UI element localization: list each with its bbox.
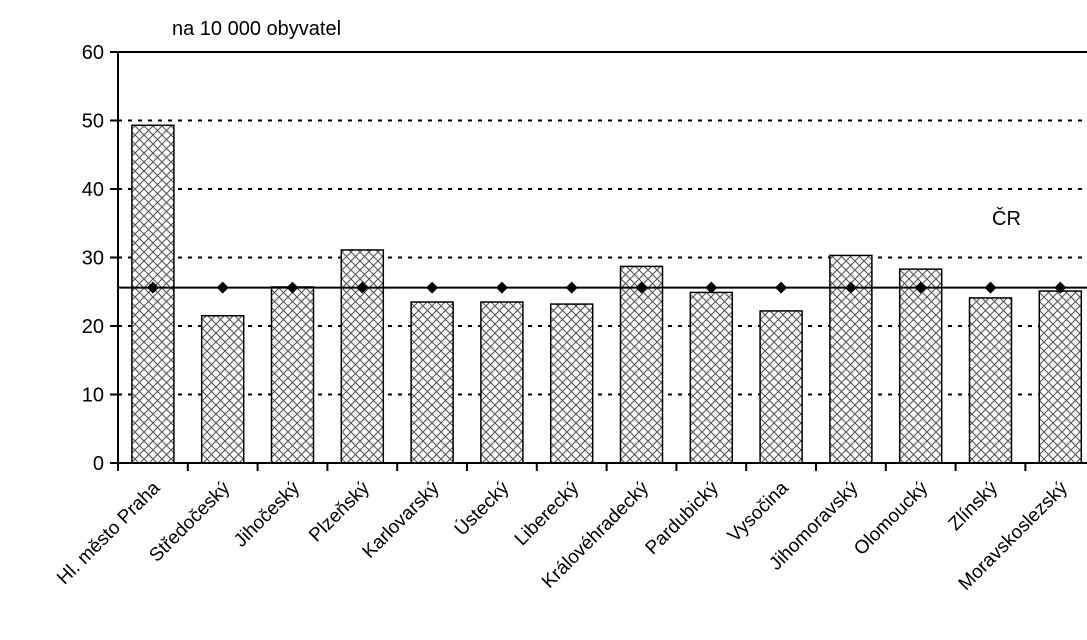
reference-marker — [146, 281, 159, 294]
y-tick-label: 60 — [82, 42, 104, 64]
bar — [968, 297, 1013, 464]
reference-marker — [705, 281, 718, 294]
bar — [1038, 290, 1083, 464]
x-tick-label: Hl. město Praha — [53, 477, 164, 588]
reference-marker — [775, 281, 788, 294]
x-tick-label: Zlínský — [945, 477, 1003, 535]
reference-marker — [286, 281, 299, 294]
bar — [759, 310, 803, 464]
reference-line: ČR — [118, 207, 1087, 294]
bar — [549, 303, 594, 464]
reference-line-label: ČR — [992, 207, 1021, 230]
x-tick-label: Olomoucký — [850, 477, 932, 559]
reference-marker — [426, 281, 439, 294]
reference-marker — [565, 281, 578, 294]
reference-marker — [844, 281, 857, 294]
y-axis-ticks: 0 10 20 30 40 50 60 — [82, 42, 118, 475]
reference-marker — [1054, 281, 1067, 294]
bar — [131, 124, 175, 464]
x-tick-label: Plzeňský — [305, 477, 374, 546]
reference-marker — [914, 281, 927, 294]
x-tick-label: Vysočina — [724, 477, 793, 546]
bars — [131, 124, 1083, 464]
bar — [689, 291, 734, 464]
reference-marker — [984, 281, 997, 294]
unit-label: na 10 000 obyvatel — [172, 18, 341, 40]
y-tick-label: 20 — [82, 316, 104, 338]
bar — [340, 249, 385, 464]
y-tick-label: 10 — [82, 385, 104, 407]
bar — [410, 301, 454, 464]
bar — [480, 301, 524, 464]
reference-marker — [216, 281, 229, 294]
bar — [619, 265, 664, 464]
x-tick-label: Ústecký — [450, 477, 514, 541]
x-tick-label: Jihočeský — [230, 477, 304, 551]
reference-marker — [356, 281, 369, 294]
y-tick-label: 50 — [82, 111, 104, 133]
y-tick-label: 30 — [82, 248, 104, 270]
reference-marker — [495, 281, 508, 294]
bar — [200, 314, 245, 464]
y-tick-label: 40 — [82, 179, 104, 201]
bar — [898, 268, 943, 464]
bar — [270, 286, 315, 464]
reference-marker — [635, 281, 648, 294]
y-tick-label: 0 — [93, 453, 104, 475]
x-tick-label: Liberecký — [511, 477, 584, 550]
x-tick-label: Pardubický — [642, 477, 724, 559]
